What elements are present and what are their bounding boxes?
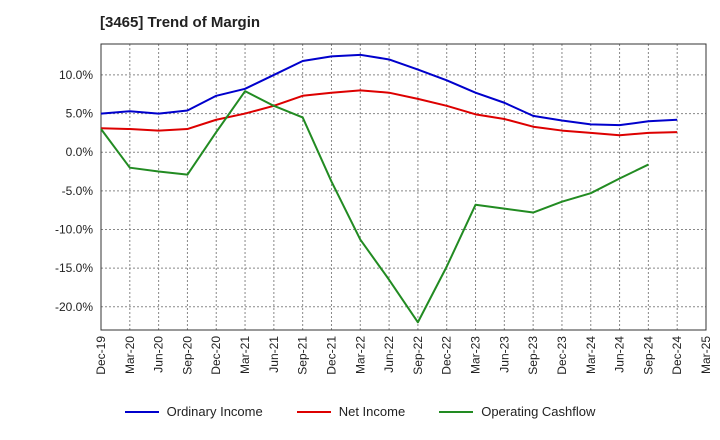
x-tick-label: Dec-22 xyxy=(440,336,454,375)
x-tick-label: Dec-19 xyxy=(94,336,108,375)
plot-frame xyxy=(100,43,707,331)
legend-label: Operating Cashflow xyxy=(481,404,596,419)
legend-swatch xyxy=(124,410,159,413)
x-tick-label: Jun-21 xyxy=(267,336,281,373)
y-tick-label: -20.0% xyxy=(55,300,93,314)
x-tick-label: Mar-21 xyxy=(238,336,252,374)
x-tick-label: Jun-23 xyxy=(497,336,511,373)
y-tick-label: 0.0% xyxy=(66,145,94,159)
x-tick-label: Sep-22 xyxy=(411,336,425,375)
axis-layer xyxy=(100,43,707,331)
legend-label: Net Income xyxy=(338,404,406,419)
label-layer: 10.0% 5.0% 0.0% -5.0% -10.0% -15.0% -20.0% Dec-… xyxy=(55,68,713,375)
legend-label: Ordinary Income xyxy=(166,404,263,419)
y-tick-label: -5.0% xyxy=(62,184,94,198)
series-line-ordinary-income xyxy=(100,53,678,127)
x-tick-label: Mar-23 xyxy=(469,336,483,374)
x-tick-label: Jun-24 xyxy=(613,336,627,373)
series-layer xyxy=(100,53,678,324)
x-tick-label: Mar-22 xyxy=(353,336,367,374)
x-tick-label: Dec-21 xyxy=(324,336,338,375)
x-tick-label: Sep-21 xyxy=(296,336,310,375)
y-tick-label: 10.0% xyxy=(59,68,93,82)
y-tick-label: -15.0% xyxy=(55,261,93,275)
chart-title: [3465] Trend of Margin xyxy=(100,14,261,31)
x-tick-label: Sep-24 xyxy=(641,336,655,375)
legend-item: Ordinary Income xyxy=(124,404,263,419)
x-tick-label: Mar-20 xyxy=(123,336,137,374)
y-tick-label: -10.0% xyxy=(55,223,93,237)
series-line-net-income xyxy=(100,89,678,137)
x-tick-label: Mar-25 xyxy=(699,336,713,374)
x-tick-label: Sep-23 xyxy=(526,336,540,375)
series-line-operating-cashflow xyxy=(100,90,649,324)
legend-item: Net Income xyxy=(296,404,406,419)
x-tick-label: Dec-20 xyxy=(209,336,223,375)
x-tick-label: Jun-22 xyxy=(382,336,396,373)
legend-swatch xyxy=(296,410,331,413)
x-tick-label: Dec-24 xyxy=(670,336,684,375)
legend: Ordinary Income Net Income Operating Cashf… xyxy=(0,404,720,419)
x-tick-label: Mar-24 xyxy=(584,336,598,374)
legend-swatch xyxy=(439,410,474,413)
x-tick-label: Jun-20 xyxy=(152,336,166,373)
y-tick-label: 5.0% xyxy=(66,107,94,121)
x-tick-label: Dec-23 xyxy=(555,336,569,375)
grid-layer xyxy=(101,44,706,330)
x-tick-label: Sep-20 xyxy=(180,336,194,375)
legend-item: Operating Cashflow xyxy=(439,404,595,419)
